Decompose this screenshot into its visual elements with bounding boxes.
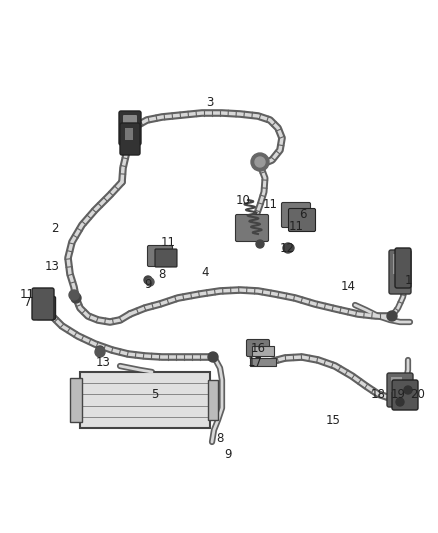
Text: 8: 8 [216,432,224,445]
Circle shape [208,352,218,362]
Text: 13: 13 [45,261,60,273]
FancyBboxPatch shape [247,340,269,357]
FancyBboxPatch shape [236,214,268,241]
Circle shape [144,276,152,284]
Text: 8: 8 [158,268,166,280]
FancyBboxPatch shape [282,203,311,228]
Bar [125,128,133,140]
Circle shape [256,240,264,248]
Text: 13: 13 [95,356,110,368]
Text: 6: 6 [299,207,307,221]
FancyBboxPatch shape [148,246,173,266]
Text: 17: 17 [247,356,262,368]
Text: 11: 11 [160,237,176,249]
Text: 18: 18 [371,387,385,400]
Circle shape [387,311,397,321]
Text: 14: 14 [340,279,356,293]
Bar [80,372,210,428]
Text: 20: 20 [410,387,425,400]
FancyBboxPatch shape [389,250,411,294]
Circle shape [95,347,105,357]
FancyBboxPatch shape [32,288,54,320]
Text: 1: 1 [404,273,412,287]
Circle shape [96,346,104,354]
Text: 4: 4 [201,265,209,279]
Circle shape [396,398,404,406]
Circle shape [283,243,293,253]
Circle shape [286,244,294,252]
Text: 11: 11 [20,288,35,302]
FancyBboxPatch shape [387,373,413,407]
FancyBboxPatch shape [155,249,177,267]
Text: 3: 3 [206,96,214,109]
FancyBboxPatch shape [123,115,137,132]
FancyBboxPatch shape [36,296,56,319]
Text: 15: 15 [325,414,340,426]
Circle shape [393,395,403,405]
Bar [70,378,82,422]
Bar [391,377,402,392]
FancyBboxPatch shape [120,123,140,155]
Text: 11: 11 [289,220,304,232]
Circle shape [71,293,81,303]
FancyBboxPatch shape [392,380,418,410]
Bar [208,380,218,420]
Circle shape [404,386,412,394]
Text: 16: 16 [251,342,265,354]
Text: 5: 5 [151,389,159,401]
FancyBboxPatch shape [119,111,141,145]
Text: 12: 12 [279,241,294,254]
Text: 19: 19 [391,387,406,400]
Text: 10: 10 [236,193,251,206]
Circle shape [255,157,265,167]
Text: 9: 9 [224,448,232,461]
Text: 7: 7 [24,295,32,309]
Circle shape [251,153,269,171]
Bar [252,346,274,356]
Bar [393,254,402,274]
Text: 11: 11 [262,198,278,211]
Circle shape [69,290,79,300]
FancyBboxPatch shape [395,248,411,288]
Text: 9: 9 [144,278,152,290]
FancyBboxPatch shape [289,208,315,231]
Circle shape [146,278,154,286]
Text: 2: 2 [51,222,59,235]
Bar [250,358,276,366]
